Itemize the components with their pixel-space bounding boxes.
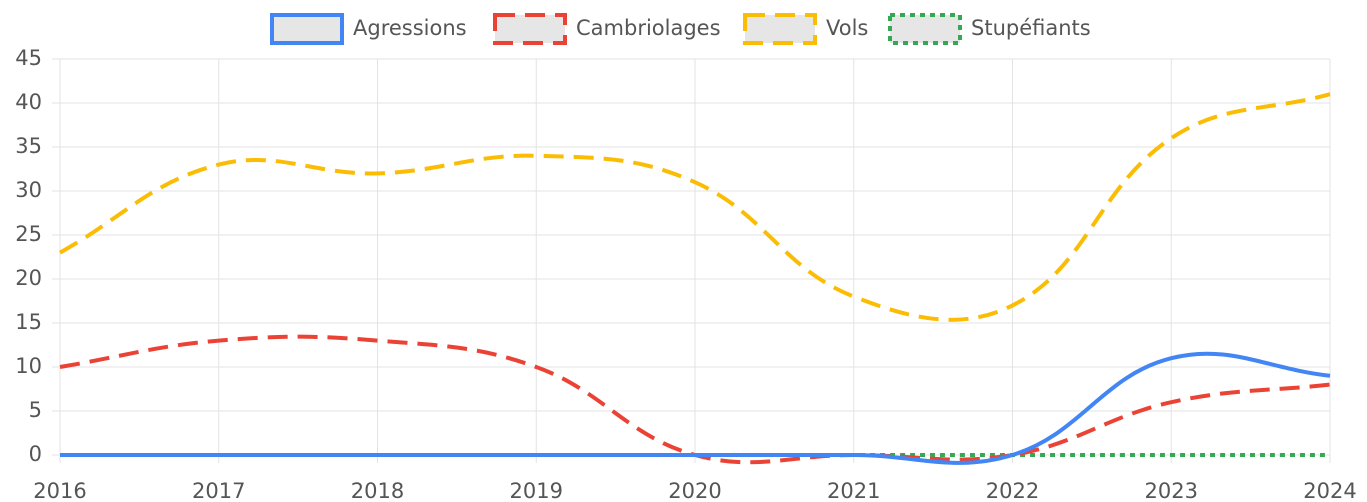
y-tick-label: 35 [15,134,42,158]
x-tick-label: 2019 [510,479,563,502]
y-tick-label: 5 [29,398,42,422]
legend-swatch [888,13,962,45]
x-tick-label: 2021 [827,479,880,502]
series-line [59,92,1331,322]
x-tick-label: 2022 [986,479,1039,502]
x-tick-label: 2023 [1145,479,1198,502]
x-tick-label: 2024 [1303,479,1356,502]
x-tick-label: 2020 [668,479,721,502]
y-tick-label: 40 [15,90,42,114]
x-tick-label: 2017 [192,479,245,502]
legend-label: Stupéfiants [971,16,1091,40]
y-tick-label: 45 [15,46,42,70]
x-tick-label: 2016 [33,479,86,502]
legend-swatch [270,13,344,45]
y-tick-label: 30 [15,178,42,202]
y-tick-label: 20 [15,266,42,290]
legend-swatch [743,13,817,45]
y-tick-label: 10 [15,354,42,378]
y-tick-label: 15 [15,310,42,334]
x-tick-label: 2018 [351,479,404,502]
legend-label: Agressions [353,16,467,40]
legend-swatch [493,13,567,45]
series-line [59,351,1331,465]
legend-label: Cambriolages [576,16,721,40]
y-tick-label: 25 [15,222,42,246]
legend-label: Vols [826,16,868,40]
y-tick-label: 0 [29,442,42,466]
